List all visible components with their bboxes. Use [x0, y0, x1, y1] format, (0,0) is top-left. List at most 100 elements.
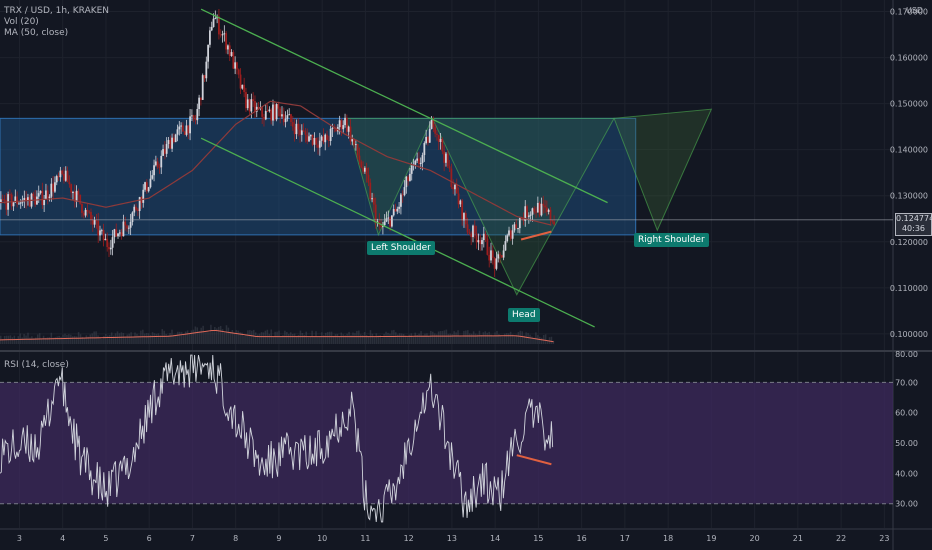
volume-bar — [443, 330, 446, 345]
candle-body — [144, 182, 146, 190]
volume-bar — [145, 333, 148, 345]
candle-body — [169, 140, 172, 149]
candle-body — [239, 74, 242, 89]
candle-body — [347, 126, 350, 132]
time-tick-label: 8 — [233, 534, 238, 543]
time-tick-label: 7 — [190, 534, 195, 543]
candle-body — [88, 211, 91, 213]
candle-body — [518, 218, 521, 229]
channel-upper-line — [200, 8, 608, 204]
volume-indicator-label[interactable]: Vol (20) — [4, 17, 39, 27]
candle-body — [196, 109, 199, 121]
right-shoulder-label[interactable]: Right Shoulder — [634, 233, 709, 247]
candle-body — [18, 203, 20, 205]
volume-bar — [11, 337, 14, 345]
candle-body — [79, 194, 82, 204]
volume-bar — [206, 331, 208, 345]
candle-body — [473, 225, 476, 234]
volume-bar — [461, 336, 463, 345]
candle-body — [342, 125, 345, 130]
candle-body — [472, 225, 474, 238]
candle-body — [544, 205, 546, 208]
time-tick-label: 19 — [706, 534, 716, 543]
candle-body — [70, 184, 73, 193]
candle-body — [455, 184, 458, 194]
candle-body — [181, 125, 184, 132]
head-label[interactable]: Head — [508, 308, 540, 322]
volume-bar — [492, 335, 494, 345]
volume-bar — [31, 336, 33, 345]
time-tick-label: 18 — [663, 534, 673, 543]
symbol-title[interactable]: TRX / USD, 1h, KRAKEN — [4, 6, 110, 16]
volume-pane — [0, 324, 555, 345]
volume-bar — [200, 327, 202, 345]
volume-bar — [525, 332, 527, 345]
candle-body — [14, 196, 17, 203]
volume-bar — [552, 340, 555, 345]
rsi-pane — [0, 354, 893, 523]
volume-bar — [523, 335, 525, 345]
candle-body — [396, 208, 399, 212]
volume-bar — [513, 335, 516, 345]
volume-bar — [171, 329, 173, 345]
volume-bar — [321, 332, 323, 345]
volume-bar — [27, 332, 29, 345]
candle-body — [515, 224, 518, 229]
candle-body — [439, 138, 442, 143]
candle-body — [428, 128, 431, 143]
time-tick-label: 10 — [317, 534, 327, 543]
volume-bar — [221, 329, 224, 345]
volume-bar — [307, 337, 309, 345]
time-tick-label: 20 — [750, 534, 760, 543]
candle-body — [338, 120, 341, 128]
volume-bar — [208, 332, 210, 345]
volume-bar — [155, 333, 158, 345]
time-tick-label: 11 — [360, 534, 370, 543]
volume-bar — [79, 334, 82, 345]
volume-bar — [511, 334, 514, 345]
candle-body — [61, 170, 64, 174]
volume-bar — [480, 334, 483, 345]
candle-body — [367, 174, 370, 183]
candle-body — [275, 104, 278, 120]
candle-body — [126, 225, 128, 229]
candle-body — [124, 221, 127, 226]
candle-body — [322, 136, 325, 143]
left-shoulder-label[interactable]: Left Shoulder — [367, 241, 435, 255]
ma-indicator-label[interactable]: MA (50, close) — [4, 28, 69, 38]
candle-body — [172, 137, 175, 143]
volume-bar — [500, 335, 502, 345]
volume-bar — [387, 332, 389, 345]
volume-bar — [484, 331, 487, 345]
candle-body — [160, 155, 163, 168]
volume-bar — [268, 333, 271, 345]
volume-bar — [284, 330, 286, 345]
candle-body — [75, 190, 78, 202]
candle-body — [479, 240, 482, 245]
rsi-line — [0, 354, 554, 523]
volume-bar — [163, 330, 165, 345]
volume-bar — [182, 333, 185, 345]
volume-bar — [134, 332, 136, 345]
candle-body — [36, 196, 38, 205]
volume-bar — [451, 334, 453, 345]
volume-bar — [153, 333, 156, 345]
candle-body — [115, 229, 118, 237]
candle-body — [12, 202, 15, 207]
rsi-indicator-label[interactable]: RSI (14, close) — [4, 360, 69, 370]
candle-body — [423, 143, 426, 156]
volume-bar — [68, 334, 70, 345]
volume-bar — [130, 332, 132, 345]
volume-bar — [216, 328, 218, 345]
volume-bar — [105, 333, 107, 345]
candle-body — [77, 190, 80, 195]
volume-bar — [210, 324, 212, 345]
candle-body — [156, 161, 159, 167]
volume-bar — [169, 332, 171, 345]
candle-body — [50, 183, 53, 197]
candle-body — [154, 161, 157, 166]
volume-bar — [120, 332, 123, 345]
candle-body — [268, 109, 271, 112]
candle-body — [104, 238, 107, 241]
